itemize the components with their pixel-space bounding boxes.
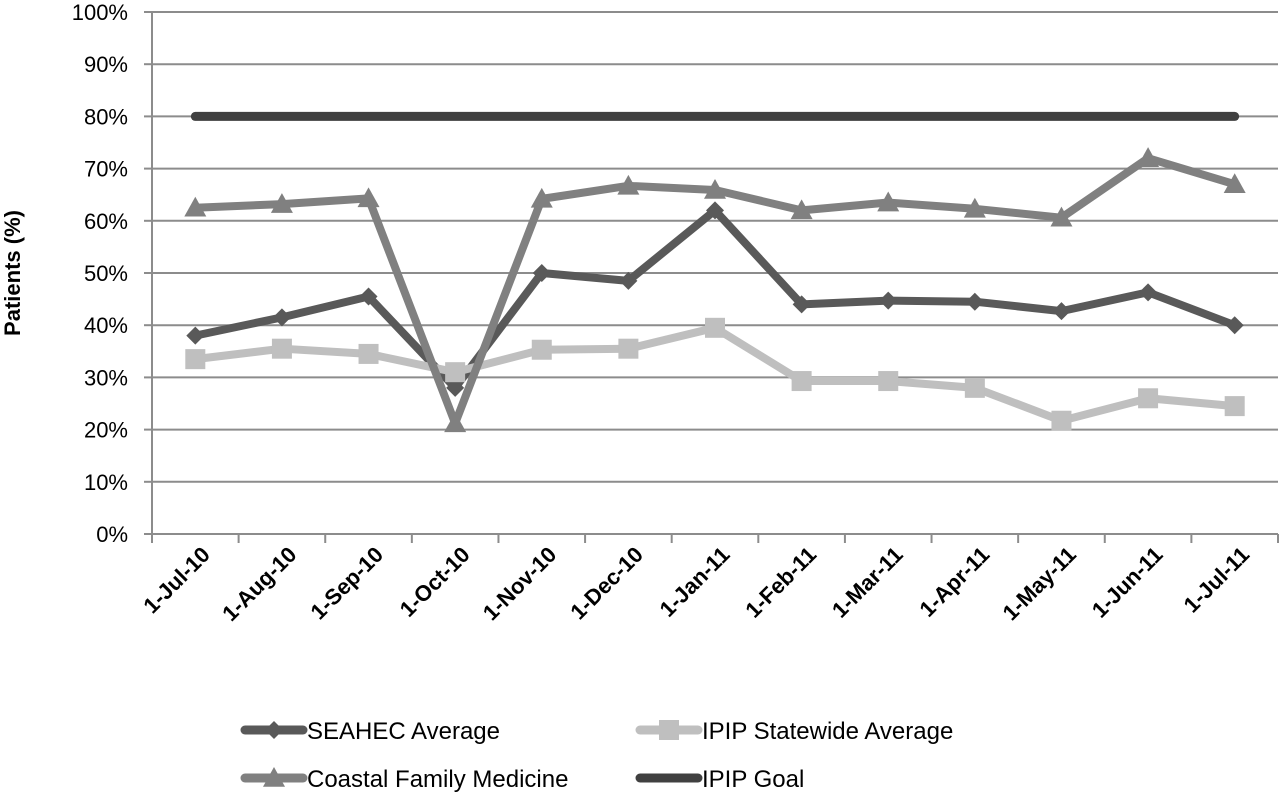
- y-tick-label: 20%: [84, 418, 128, 443]
- point-marker: [964, 377, 985, 398]
- x-tick-label: 1-Feb-11: [740, 542, 821, 623]
- x-tick-label: 1-Jul-10: [138, 542, 214, 618]
- legend: SEAHEC Average IPIP Statewide Average Coas…: [240, 718, 953, 793]
- point-marker: [531, 339, 552, 360]
- x-tick-label: 1-Sep-10: [306, 542, 389, 625]
- point-marker: [1139, 283, 1158, 302]
- point-marker: [185, 349, 206, 370]
- gridlines: [152, 11, 1278, 483]
- point-marker: [1051, 410, 1072, 431]
- point-marker: [1050, 206, 1073, 227]
- point-marker: [270, 193, 293, 213]
- point-marker: [446, 378, 465, 397]
- x-tick-label: 1-Jul-11: [1179, 542, 1255, 618]
- y-tick-label: 100%: [72, 0, 128, 25]
- x-tick-label: 1-Mar-11: [827, 542, 908, 623]
- legend-item: Coastal Family Medicine: [240, 766, 568, 793]
- point-marker: [792, 295, 811, 314]
- point-marker: [879, 291, 898, 310]
- x-tick-labels: 1-Jul-10 1-Aug-10 1-Sep-10 1-Oct-10 1-Nov-10…: [138, 542, 1254, 626]
- point-marker: [359, 287, 378, 306]
- legend-label: SEAHEC Average: [307, 718, 500, 745]
- y-tick-labels: 0% 10% 20% 30% 40% 50% 60% 70% 80% 90% 100%: [72, 0, 128, 547]
- series-coastal-family-medicine: [184, 147, 1246, 433]
- point-marker: [659, 720, 679, 740]
- legend-label: IPIP Statewide Average: [702, 718, 953, 745]
- point-marker: [272, 308, 291, 327]
- axes: [144, 11, 1279, 543]
- series-line: [191, 206, 1239, 392]
- legend-item: IPIP Statewide Average: [635, 718, 953, 745]
- point-marker: [617, 174, 640, 195]
- point-marker: [1224, 396, 1245, 417]
- point-marker: [263, 767, 285, 787]
- legend-item: SEAHEC Average: [240, 718, 500, 745]
- point-marker: [186, 326, 205, 345]
- point-marker: [532, 264, 551, 282]
- point-marker: [357, 187, 380, 208]
- legend-label: IPIP Goal: [702, 766, 804, 793]
- y-tick-label: 90%: [84, 52, 128, 77]
- legend-item: IPIP Goal: [635, 766, 804, 793]
- x-tick-label: 1-Dec-10: [565, 542, 648, 625]
- point-marker: [878, 371, 899, 392]
- x-tick-label: 1-Apr-11: [914, 542, 994, 622]
- y-tick-label: 30%: [84, 365, 128, 390]
- x-tick-label: 1-Aug-10: [217, 542, 301, 626]
- y-tick-label: 80%: [84, 104, 128, 129]
- x-tick-label: 1-Nov-10: [478, 542, 561, 625]
- series-lines: [184, 111, 1246, 433]
- point-marker: [445, 362, 466, 383]
- point-marker: [877, 191, 900, 212]
- point-marker: [1137, 147, 1160, 167]
- point-marker: [965, 292, 984, 311]
- legend-label: Coastal Family Medicine: [307, 766, 568, 793]
- series-line: [191, 323, 1239, 425]
- y-tick-label: 50%: [84, 261, 128, 286]
- y-tick-label: 70%: [84, 157, 128, 182]
- point-marker: [705, 317, 725, 338]
- point-marker: [963, 197, 986, 218]
- point-marker: [790, 199, 813, 220]
- point-marker: [1138, 388, 1159, 409]
- point-marker: [618, 338, 639, 359]
- point-marker: [271, 338, 292, 359]
- point-marker: [1225, 316, 1244, 335]
- y-tick-label: 0%: [96, 522, 128, 547]
- point-marker: [619, 271, 638, 290]
- point-marker: [358, 343, 379, 364]
- y-tick-label: 60%: [84, 209, 128, 234]
- point-marker: [444, 412, 467, 433]
- y-axis-title: Patients (%): [0, 210, 25, 336]
- point-marker: [265, 721, 283, 739]
- series-ipip-statewide-average: [185, 317, 1245, 431]
- point-marker: [1223, 173, 1246, 194]
- x-tick-label: 1-Jun-11: [1087, 542, 1168, 623]
- point-marker: [530, 187, 553, 208]
- x-tick-label: 1-May-11: [998, 542, 1081, 625]
- point-marker: [184, 196, 207, 217]
- y-tick-label: 40%: [84, 313, 128, 338]
- series-seahec-average: [186, 201, 1244, 397]
- x-tick-label: 1-Jan-11: [655, 542, 735, 622]
- point-marker: [706, 201, 724, 220]
- point-marker: [791, 371, 812, 392]
- point-marker: [1052, 302, 1071, 321]
- x-tick-label: 1-Oct-10: [395, 542, 475, 622]
- point-marker: [704, 179, 726, 199]
- y-tick-label: 10%: [84, 470, 128, 495]
